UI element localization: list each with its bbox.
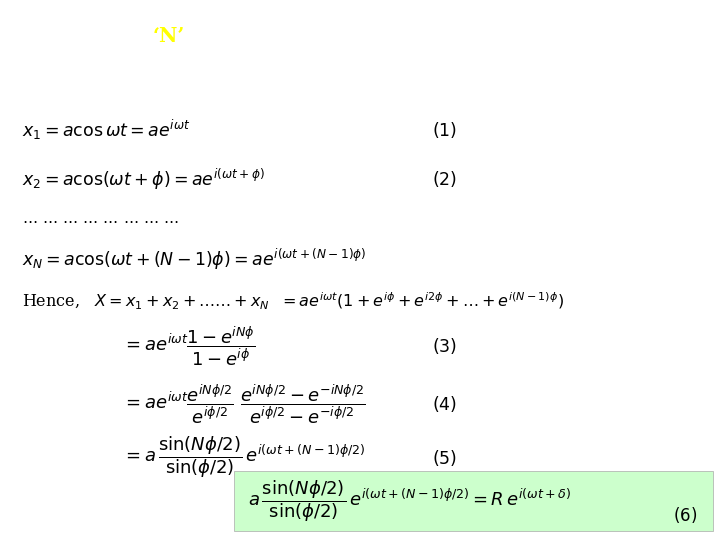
Text: $=ae^{i\omega t}\dfrac{e^{iN\phi/2}}{e^{i\phi/2}}\ \dfrac{e^{iN\phi/2}-e^{-iN\ph: $=ae^{i\omega t}\dfrac{e^{iN\phi/2}}{e^{… — [122, 382, 366, 426]
Text: $(2)$: $(2)$ — [432, 169, 457, 189]
Text: $(3)$: $(3)$ — [432, 336, 457, 356]
Text: $x_N = a\cos(\omega t + (N-1)\phi) = ae^{i(\omega t+(N-1)\phi)}$: $x_N = a\cos(\omega t + (N-1)\phi) = ae^… — [22, 247, 366, 272]
Text: $(4)$: $(4)$ — [432, 394, 457, 414]
Text: simple harmonic waves of equal Amplitude,: simple harmonic waves of equal Amplitude… — [185, 26, 685, 46]
Text: Hence,$\quad X=x_1 + x_2 + \ldots\ldots + x_N\ \ =ae^{i\omega t}(1+e^{i\phi}+e^{: Hence,$\quad X=x_1 + x_2 + \ldots\ldots … — [22, 291, 564, 312]
Text: $x_2 = a\cos(\omega t + \phi) = ae^{i(\omega t+\phi)}$: $x_2 = a\cos(\omega t + \phi) = ae^{i(\o… — [22, 166, 265, 192]
Text: $(1)$: $(1)$ — [432, 120, 457, 140]
Text: $x_1 = a\cos\omega t = ae^{i\omega t}$: $x_1 = a\cos\omega t = ae^{i\omega t}$ — [22, 118, 190, 142]
Text: $\ldots\ \ldots\ \ldots\ \ldots\ \ldots\ \ldots\ \ldots\ \ldots$: $\ldots\ \ldots\ \ldots\ \ldots\ \ldots\… — [22, 212, 179, 226]
Text: $=a\,\dfrac{\sin(N\phi/2)}{\sin(\phi/2)}\,e^{i(\omega t+(N-1)\phi/2)}$: $=a\,\dfrac{\sin(N\phi/2)}{\sin(\phi/2)}… — [122, 435, 366, 481]
Text: Resultant of: Resultant of — [13, 26, 159, 46]
Text: $a\,\dfrac{\sin(N\phi/2)}{\sin(\phi/2)}\,e^{i(\omega t+(N-1)\phi/2)}=R\,e^{i(\om: $a\,\dfrac{\sin(N\phi/2)}{\sin(\phi/2)}\… — [248, 478, 572, 524]
Text: $(6)$: $(6)$ — [673, 505, 698, 525]
Text: $=ae^{i\omega t}\dfrac{1-e^{iN\phi}}{1-e^{i\phi}}$: $=ae^{i\omega t}\dfrac{1-e^{iN\phi}}{1-e… — [122, 325, 256, 368]
Text: ‘N’: ‘N’ — [153, 26, 185, 46]
Text: Periods and Phases increasing in arithmetic progressions: Periods and Phases increasing in arithme… — [13, 73, 666, 94]
FancyBboxPatch shape — [234, 471, 713, 531]
Text: $(5)$: $(5)$ — [432, 448, 457, 468]
